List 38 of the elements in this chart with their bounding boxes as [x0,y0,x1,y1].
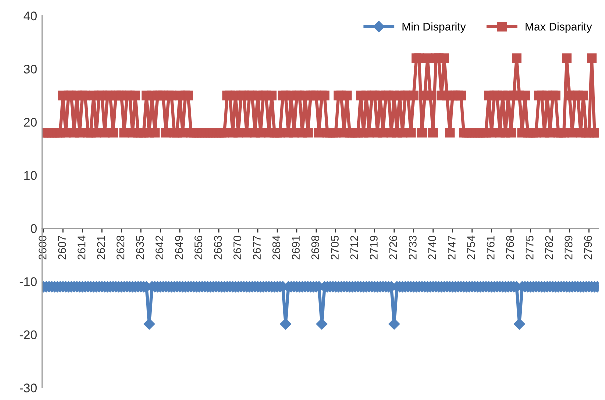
x-tick-label: 2670 [234,236,242,260]
y-tick-label: 20 [24,118,37,127]
x-tick-label: 2747 [448,236,456,260]
legend-label: Min Disparity [402,22,466,34]
y-tick-label: 0 [31,224,37,234]
x-tick-label: 2656 [194,236,203,260]
x-tick-label: 2614 [78,236,86,260]
x-tick-label: 2719 [370,236,378,260]
x-tick-label: 2782 [545,236,554,260]
x-tick-label: 2789 [564,236,573,260]
x-tick-label: 2726 [390,236,398,260]
x-tick-label: 2677 [253,236,262,260]
x-tick-label: 2768 [506,236,514,260]
x-tick-label: 2649 [175,236,184,260]
y-tick-label: 30 [24,64,37,74]
y-tick-label: 10 [24,171,37,180]
y-tick-label: 40 [24,12,37,21]
x-tick-label: 2733 [408,236,417,260]
legend-label: Max Disparity [526,22,592,34]
x-tick-label: 2642 [156,236,164,260]
x-tick-label: 2684 [272,236,280,260]
x-tick-label: 2621 [97,236,106,260]
x-tick-label: 2635 [136,236,144,260]
x-tick-label: 2698 [312,236,320,260]
x-tick-label: 2691 [292,236,300,260]
x-tick-label: 2705 [331,236,339,260]
x-tick-label: 2712 [350,236,358,260]
x-tick-label: 2663 [214,236,222,260]
y-tick-label: -10 [20,278,37,286]
x-tick-label: 2754 [467,236,476,260]
x-tick-label: 2761 [486,236,495,260]
x-tick-label: 2796 [584,236,592,260]
x-tick-label: 2607 [58,236,66,260]
x-tick-label: 2775 [526,236,534,260]
x-tick-label: 2628 [116,236,125,260]
y-tick-label: -20 [20,330,37,340]
y-tick-label: -30 [20,384,37,393]
x-tick-label: 2740 [428,236,436,260]
